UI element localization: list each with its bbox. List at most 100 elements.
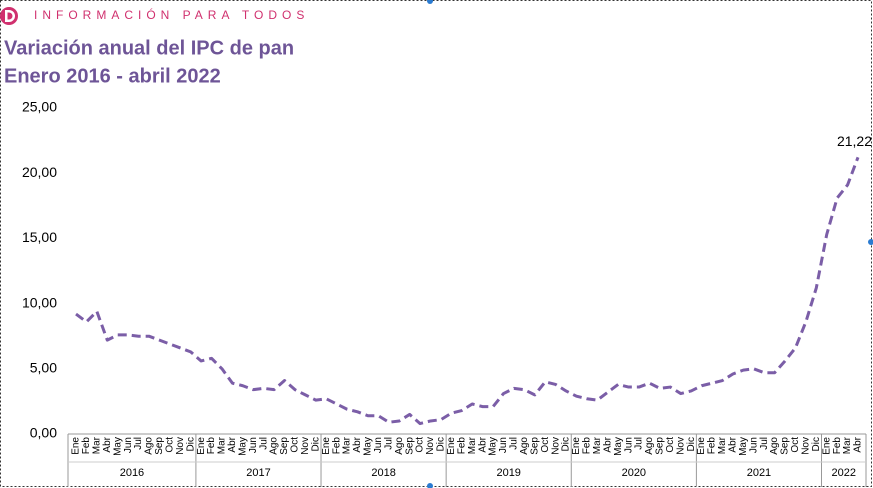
x-tick-label: Feb <box>582 437 593 455</box>
x-tick-label: Abr <box>477 436 488 452</box>
x-tick-label: Nov <box>300 437 311 455</box>
x-tick-label: Abr <box>602 436 613 452</box>
x-tick-label: Jun <box>748 437 759 453</box>
handle <box>868 239 873 245</box>
x-tick-label: Jul <box>258 437 269 450</box>
x-tick-label: Ene <box>71 437 82 455</box>
year-label: 2022 <box>832 467 856 479</box>
data-line <box>75 156 860 426</box>
x-tick-label: Feb <box>832 437 843 455</box>
chart-title: Variación anual del IPC de pan <box>4 37 294 59</box>
x-tick-label: Ago <box>394 437 405 455</box>
x-tick-label: Ago <box>644 437 655 455</box>
x-tick-label: Dic <box>686 437 697 451</box>
x-tick-label: Feb <box>331 437 342 455</box>
x-tick-label: Sep <box>780 437 791 455</box>
logo <box>0 7 18 25</box>
x-tick-label: Nov <box>550 437 561 455</box>
x-tick-label: Abr <box>853 436 864 452</box>
x-tick-label: Jul <box>759 437 770 450</box>
logo-mark <box>5 10 15 22</box>
x-tick-label: Mar <box>467 436 478 454</box>
x-tick-label: Jun <box>373 437 384 453</box>
x-tick-label: Ene <box>196 437 207 455</box>
year-label: 2021 <box>747 467 771 479</box>
x-tick-label: Sep <box>529 437 540 455</box>
x-tick-label: Feb <box>707 437 718 455</box>
y-tick-label: 10,00 <box>22 294 57 310</box>
x-tick-label: Jul <box>634 437 645 450</box>
x-tick-label: Mar <box>717 436 728 454</box>
x-tick-label: Feb <box>81 437 92 455</box>
x-tick-label: Jun <box>123 437 134 453</box>
x-tick-label: Sep <box>404 437 415 455</box>
year-label: 2018 <box>371 467 395 479</box>
y-tick-label: 20,00 <box>22 164 57 180</box>
x-tick-label: Jun <box>498 437 509 453</box>
x-tick-label: Oct <box>164 437 175 453</box>
tagline: INFORMACIÓN PARA TODOS <box>34 7 309 22</box>
x-tick-label: Ago <box>269 437 280 455</box>
x-tick-label: Oct <box>290 437 301 453</box>
x-tick-label: May <box>112 437 123 456</box>
x-tick-label: Ene <box>571 437 582 455</box>
x-tick-label: Abr <box>728 436 739 452</box>
x-tick-label: Nov <box>425 437 436 455</box>
x-tick-label: Feb <box>206 437 217 455</box>
x-tick-label: Ago <box>769 437 780 455</box>
x-tick-label: May <box>237 437 248 456</box>
x-tick-label: May <box>613 437 624 456</box>
x-tick-label: Feb <box>456 437 467 455</box>
x-tick-label: Ene <box>446 437 457 455</box>
x-tick-label: Jul <box>133 437 144 450</box>
year-label: 2016 <box>120 467 144 479</box>
x-tick-label: Abr <box>227 436 238 452</box>
x-tick-label: Nov <box>801 437 812 455</box>
y-tick-label: 0,00 <box>30 425 57 441</box>
x-tick-label: Ene <box>696 437 707 455</box>
x-tick-label: Mar <box>592 436 603 454</box>
x-tick-label: Jun <box>248 437 259 453</box>
x-tick-label: Oct <box>665 437 676 453</box>
x-tick-label: Nov <box>175 437 186 455</box>
x-tick-label: Nov <box>675 437 686 455</box>
x-tick-label: Ene <box>321 437 332 455</box>
x-tick-label: May <box>738 437 749 456</box>
x-tick-label: Dic <box>811 437 822 451</box>
handle <box>427 483 433 488</box>
x-tick-label: Dic <box>561 437 572 451</box>
y-tick-label: 25,00 <box>22 99 57 115</box>
x-tick-label: Jul <box>509 437 520 450</box>
x-tick-label: Oct <box>540 437 551 453</box>
year-label: 2019 <box>496 467 520 479</box>
x-tick-label: Dic <box>310 437 321 451</box>
x-tick-label: Oct <box>415 437 426 453</box>
x-tick-label: Mar <box>842 436 853 454</box>
x-tick-label: May <box>488 437 499 456</box>
x-tick-label: Sep <box>279 437 290 455</box>
x-tick-label: Sep <box>154 437 165 455</box>
y-tick-label: 5,00 <box>30 360 57 376</box>
x-tick-label: Mar <box>217 436 228 454</box>
x-tick-label: Abr <box>352 436 363 452</box>
x-tick-label: Dic <box>436 437 447 451</box>
x-tick-label: Oct <box>790 437 801 453</box>
x-tick-label: Mar <box>91 436 102 454</box>
y-tick-label: 15,00 <box>22 229 57 245</box>
x-tick-label: Ene <box>821 437 832 455</box>
x-tick-label: Ago <box>144 437 155 455</box>
year-label: 2017 <box>246 467 270 479</box>
chart-subtitle: Enero 2016 - abril 2022 <box>4 65 221 87</box>
x-tick-label: Abr <box>102 436 113 452</box>
year-label: 2020 <box>622 467 646 479</box>
x-tick-label: Sep <box>655 437 666 455</box>
x-tick-label: Ago <box>519 437 530 455</box>
x-tick-label: Jul <box>383 437 394 450</box>
data-label: 21,22 <box>837 133 872 149</box>
handle <box>427 0 433 4</box>
x-tick-label: Jun <box>623 437 634 453</box>
x-tick-label: Mar <box>342 436 353 454</box>
x-tick-label: May <box>363 437 374 456</box>
x-tick-label: Dic <box>185 437 196 451</box>
